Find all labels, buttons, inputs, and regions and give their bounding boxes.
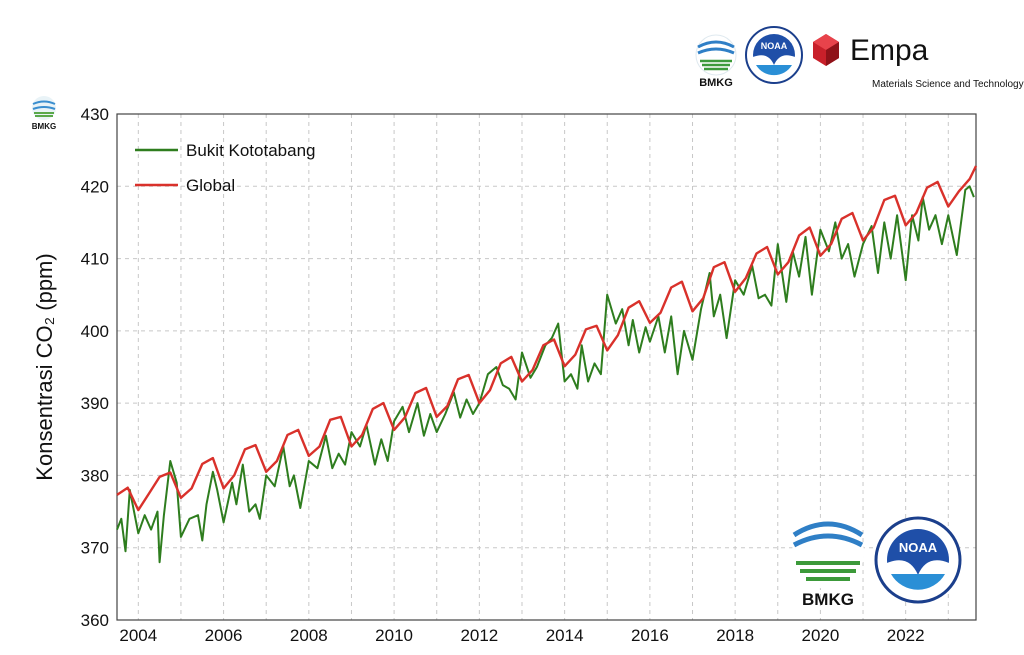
- series-lines: [116, 165, 978, 564]
- x-tick-label: 2010: [375, 626, 413, 645]
- bmkg-logo-top-waves: [697, 40, 735, 55]
- x-tick-label: 2014: [546, 626, 584, 645]
- bmkg-logo-bottom-ground: [796, 561, 860, 581]
- x-tick-label: 2016: [631, 626, 669, 645]
- y-tick-label: 420: [81, 177, 109, 196]
- series-line-bukit-kototabang: [116, 185, 975, 564]
- y-tick-label: 380: [81, 466, 109, 485]
- x-tick-label: 2006: [205, 626, 243, 645]
- bmkg-logo-top: BMKG: [695, 34, 737, 89]
- empa-logo: Empa Materials Science and Technology: [813, 34, 1024, 90]
- y-tick-labels: 360 370 380 390 400 410 420 430: [81, 105, 109, 630]
- x-tick-label: 2020: [801, 626, 839, 645]
- noaa-logo-bottom: NOAA: [874, 516, 962, 604]
- noaa-logo-bottom-text: NOAA: [899, 540, 938, 555]
- y-tick-label: 360: [81, 611, 109, 630]
- x-tick-label: 2008: [290, 626, 328, 645]
- bmkg-logo-bottom: BMKG: [792, 517, 864, 609]
- plot-frame: [116, 113, 977, 621]
- bmkg-logo-small-ground: [34, 112, 54, 117]
- noaa-logo-top: NOAA: [745, 26, 803, 84]
- series-line-global: [116, 165, 978, 512]
- y-axis-label: Konsentrasi CO₂ (ppm): [32, 253, 57, 480]
- bmkg-logo-bottom-text: BMKG: [802, 590, 854, 609]
- y-tick-label: 370: [81, 539, 109, 558]
- bmkg-logo-small-waves: [32, 100, 56, 110]
- bmkg-logo-bottom-waves: [792, 521, 864, 548]
- legend-label-global: Global: [186, 176, 235, 195]
- x-tick-label: 2004: [119, 626, 157, 645]
- empa-cube-icon: [813, 34, 839, 66]
- x-tick-label: 2018: [716, 626, 754, 645]
- bmkg-logo-small: BMKG: [32, 96, 56, 131]
- legend-label-local: Bukit Kototabang: [186, 141, 315, 160]
- legend: Bukit Kototabang Global: [135, 141, 315, 195]
- y-tick-label: 390: [81, 394, 109, 413]
- y-tick-label: 400: [81, 322, 109, 341]
- y-tick-label: 410: [81, 250, 109, 269]
- bmkg-logo-top-ground: [700, 59, 732, 71]
- noaa-logo-bottom-sea: [891, 574, 945, 590]
- bmkg-logo-top-text: BMKG: [699, 77, 733, 89]
- noaa-logo-top-text: NOAA: [761, 41, 788, 51]
- empa-tagline: Materials Science and Technology: [872, 79, 1024, 90]
- x-tick-labels: 2004 2006 2008 2010 2012 2014 2016 2018 2020 2022: [119, 626, 924, 645]
- empa-wordmark: Empa: [850, 34, 929, 67]
- x-tick-label: 2022: [887, 626, 925, 645]
- y-tick-label: 430: [81, 105, 109, 124]
- noaa-logo-top-sea: [756, 65, 792, 76]
- x-tick-label: 2012: [460, 626, 498, 645]
- bmkg-logo-small-text: BMKG: [32, 122, 56, 131]
